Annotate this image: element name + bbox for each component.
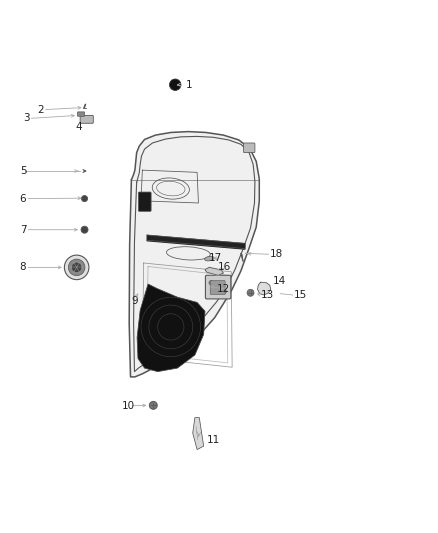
Text: 13: 13 — [261, 290, 274, 300]
Text: 9: 9 — [131, 296, 138, 305]
Circle shape — [149, 401, 157, 409]
Circle shape — [173, 317, 178, 322]
Text: 14: 14 — [273, 276, 286, 286]
Polygon shape — [205, 268, 223, 275]
FancyBboxPatch shape — [210, 280, 225, 295]
Text: 2: 2 — [37, 104, 44, 115]
Polygon shape — [129, 132, 259, 377]
FancyBboxPatch shape — [244, 143, 255, 152]
Circle shape — [81, 196, 88, 201]
Circle shape — [222, 289, 226, 294]
Text: 10: 10 — [122, 401, 135, 411]
Circle shape — [170, 79, 181, 91]
Text: 15: 15 — [293, 290, 307, 300]
Polygon shape — [137, 284, 205, 372]
Text: 5: 5 — [20, 166, 26, 176]
Circle shape — [72, 263, 81, 272]
Circle shape — [247, 289, 254, 296]
FancyBboxPatch shape — [138, 192, 151, 211]
Circle shape — [81, 226, 88, 233]
Text: 1: 1 — [186, 80, 193, 90]
Text: 18: 18 — [269, 249, 283, 259]
Circle shape — [64, 255, 89, 280]
Circle shape — [68, 259, 85, 276]
Text: 3: 3 — [23, 114, 29, 124]
Polygon shape — [193, 418, 204, 449]
Text: 17: 17 — [209, 253, 223, 263]
Text: 12: 12 — [217, 284, 230, 294]
FancyBboxPatch shape — [78, 112, 85, 116]
FancyBboxPatch shape — [205, 275, 231, 299]
Text: 6: 6 — [20, 193, 26, 204]
FancyBboxPatch shape — [80, 115, 93, 123]
Ellipse shape — [205, 256, 214, 261]
Text: 7: 7 — [20, 225, 26, 235]
Circle shape — [209, 280, 213, 285]
Text: 8: 8 — [20, 262, 26, 272]
Text: 4: 4 — [76, 122, 82, 132]
Text: 11: 11 — [207, 435, 220, 446]
Text: 16: 16 — [218, 262, 231, 271]
Polygon shape — [258, 282, 271, 295]
